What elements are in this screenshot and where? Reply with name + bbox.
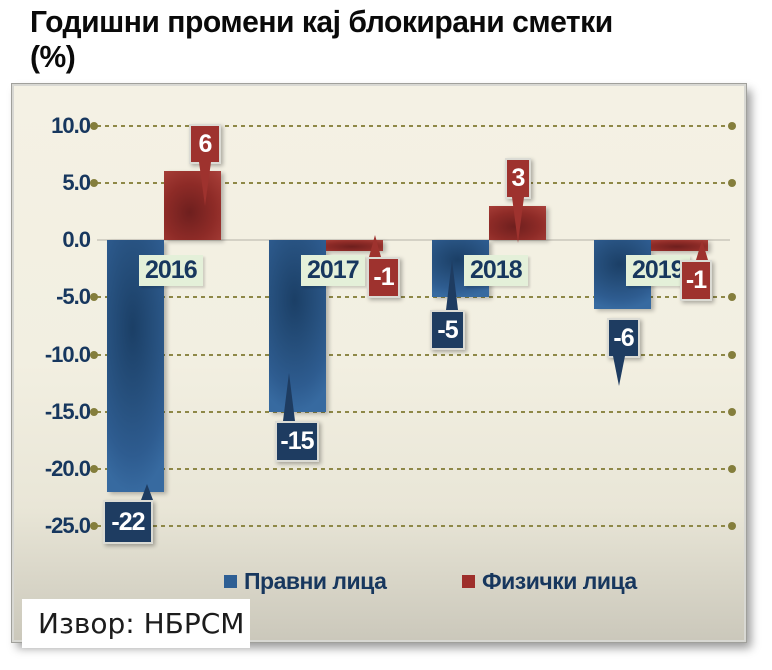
gridline [97, 525, 730, 528]
gridline [97, 296, 730, 299]
chart-title-line1: Годишни промени кај блокирани сметки [30, 4, 613, 39]
gridline-dot [90, 522, 98, 531]
gridline-dot [90, 465, 98, 473]
data-label-legal-2016: -22 [103, 499, 153, 544]
legend-item-individual: Физички лица [462, 568, 637, 595]
legend-swatch-legal [224, 575, 237, 588]
gridline-dot [90, 407, 98, 416]
y-axis-tick-label: 0.0 [62, 227, 91, 252]
category-label-2018: 2018 [464, 255, 528, 286]
zero-gridline [97, 239, 730, 241]
legend-label-individual: Физички лица [482, 568, 637, 594]
gridline [97, 353, 730, 356]
bar-individual-2016 [164, 171, 221, 240]
y-axis-tick-label: -5.0 [56, 284, 91, 310]
category-label-2019: 2019 [626, 255, 690, 286]
y-axis-tick-label: -20.0 [44, 456, 91, 481]
chart-panel: 10.0 5.0 0.0 -5.0 -10.0 -15.0 -20.0 -25.0 2016 20… [12, 84, 746, 642]
data-label-individual-2017: -1 [367, 257, 400, 299]
chart-title-line2: (%) [30, 39, 76, 74]
bar-individual-2017 [326, 240, 383, 252]
gridline-dot [728, 407, 736, 416]
data-label-legal-2017: -15 [275, 420, 319, 462]
category-label-2017: 2017 [301, 255, 365, 286]
chart-title: Годишни промени кај блокирани сметки (%) [30, 4, 613, 74]
y-axis-tick-label: -25.0 [44, 513, 91, 539]
data-label-pointer [283, 372, 295, 421]
bar-individual-2019 [651, 240, 708, 252]
gridline-dot [90, 350, 98, 359]
legend-label-legal: Правни лица [244, 568, 387, 594]
data-label-pointer [446, 260, 458, 311]
source-text: Извор: НБРСМ [38, 607, 245, 640]
data-label-pointer [512, 196, 524, 243]
data-label-pointer [613, 355, 625, 386]
source-box: Извор: НБРСМ [22, 599, 250, 648]
gridline-dot [728, 121, 736, 130]
category-label-2016: 2016 [139, 255, 203, 286]
gridline-dot [728, 178, 736, 187]
plot-area: 10.0 5.0 0.0 -5.0 -10.0 -15.0 -20.0 -25.0 2016 20… [14, 86, 744, 640]
y-axis-tick-label: 5.0 [62, 169, 91, 195]
data-label-individual-2016: 6 [189, 124, 221, 165]
legend-swatch-individual [462, 575, 475, 588]
gridline [97, 124, 730, 127]
gridline-dot [90, 293, 98, 302]
gridline [97, 468, 730, 470]
data-label-pointer [199, 162, 211, 207]
data-label-pointer [696, 240, 708, 261]
data-label-individual-2019: -1 [680, 260, 712, 302]
y-axis-tick-label: -10.0 [44, 341, 91, 367]
data-label-individual-2018: 3 [505, 157, 531, 199]
y-axis-tick-label: 10.0 [51, 112, 91, 138]
gridline-dot [728, 465, 736, 473]
gridline-dot [728, 350, 736, 359]
gridline-dot [728, 522, 736, 531]
gridline [97, 410, 730, 413]
data-label-pointer [369, 235, 381, 258]
gridline-dot [728, 293, 736, 302]
gridline-dot [90, 121, 98, 130]
data-label-pointer [141, 483, 153, 500]
y-axis-tick-label: -15.0 [44, 398, 91, 424]
gridline [97, 181, 730, 184]
data-label-legal-2018: -5 [430, 310, 465, 351]
gridline-dot [90, 178, 98, 187]
data-label-legal-2019: -6 [607, 317, 640, 358]
legend-item-legal: Правни лица [224, 568, 387, 595]
